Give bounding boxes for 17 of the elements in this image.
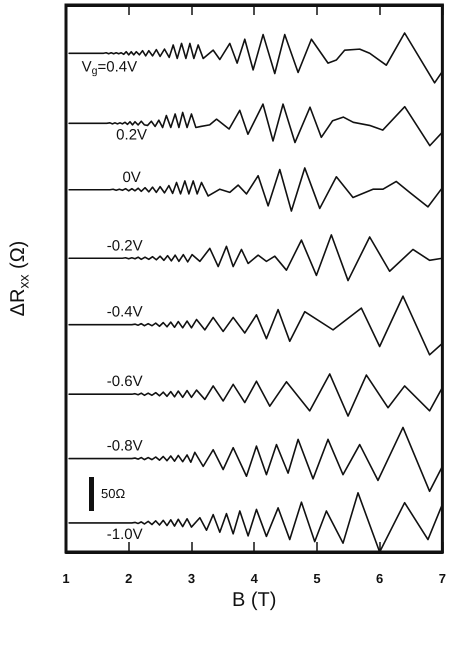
x-tick-label: 5 bbox=[313, 571, 321, 586]
series-label: -0.6V bbox=[106, 373, 143, 390]
series-label: 0.2V bbox=[116, 126, 148, 144]
series-label: -1.0V bbox=[106, 526, 143, 543]
x-tick-label: 7 bbox=[438, 571, 446, 586]
x-axis-title: B (T) bbox=[232, 588, 276, 611]
annotation: 50Ω bbox=[101, 486, 126, 501]
x-tick-label: 6 bbox=[376, 571, 384, 586]
series-label: -0.8V bbox=[106, 438, 143, 455]
series-label: -0.4V bbox=[106, 304, 143, 321]
series-label: -0.2V bbox=[106, 237, 143, 254]
x-tick-label: 2 bbox=[125, 571, 132, 586]
x-tick-label: 1 bbox=[62, 571, 70, 586]
x-tick-label: 3 bbox=[188, 571, 196, 586]
x-tick-label: 4 bbox=[250, 571, 259, 586]
y-axis-title: ΔRxx (Ω) bbox=[7, 240, 32, 316]
series-label: 0V bbox=[122, 168, 141, 186]
